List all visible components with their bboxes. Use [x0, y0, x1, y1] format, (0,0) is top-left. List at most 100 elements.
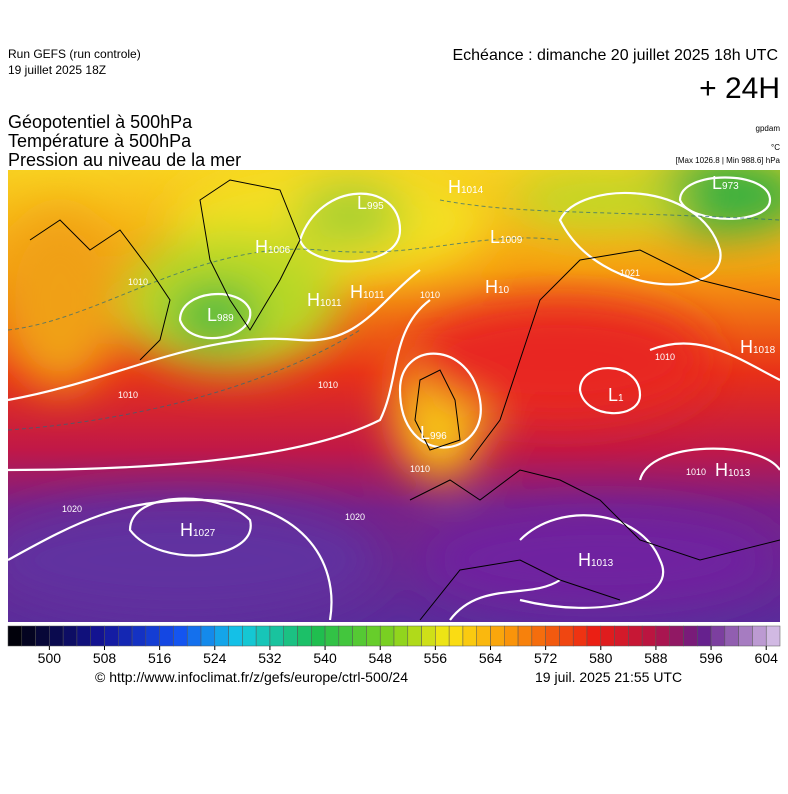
pressure-center: H10	[485, 277, 510, 297]
center-value: 1013	[728, 468, 751, 479]
colorbar-swatch	[655, 625, 670, 647]
center-letter: H	[350, 282, 363, 302]
colorbar-swatch	[710, 625, 726, 647]
center-letter: L	[420, 423, 430, 443]
center-value: 995	[367, 201, 384, 212]
colorbar-swatch	[21, 625, 36, 647]
center-value: 973	[722, 181, 739, 192]
colorbar-swatch	[504, 625, 519, 647]
colorbar-swatch	[242, 625, 257, 647]
run-name: Run GEFS (run controle)	[8, 47, 141, 61]
colorbar-swatch	[186, 625, 202, 647]
colorbar-swatch	[35, 625, 50, 647]
colorbar-swatch	[641, 625, 657, 647]
isobar-label: 1010	[318, 380, 338, 390]
center-letter: H	[715, 460, 728, 480]
pressure-center: H1013	[715, 460, 751, 480]
colorbar-swatch	[283, 625, 298, 647]
center-value: 10	[498, 285, 510, 296]
center-value: 1	[618, 393, 624, 404]
lead-time: + 24H	[699, 72, 780, 105]
map-field	[8, 170, 780, 622]
colorbar-swatch	[393, 625, 409, 647]
colorbar-swatch	[559, 625, 574, 647]
colorbar-tick-label: 532	[258, 650, 282, 666]
colorbar-tick-label: 572	[534, 650, 558, 666]
center-value: 989	[217, 313, 234, 324]
colorbar-swatch	[490, 625, 505, 647]
colorbar-swatch	[338, 625, 353, 647]
colorbar-swatch	[517, 625, 533, 647]
colorbar-swatch	[697, 625, 712, 647]
center-letter: H	[740, 337, 753, 357]
pressure-center: H1011	[350, 282, 385, 302]
colorbar-swatch	[159, 625, 174, 647]
isobars	[8, 176, 780, 621]
colorbar-swatch	[131, 625, 147, 647]
center-value: 1009	[500, 235, 523, 246]
pressure-center: H1014	[448, 177, 484, 197]
colorbar-swatch	[76, 625, 91, 647]
center-value: 996	[430, 431, 447, 442]
colorbar-swatch	[324, 625, 340, 647]
center-letter: L	[207, 305, 217, 325]
colorbar-tick-label: 588	[644, 650, 668, 666]
center-value: 1011	[320, 298, 342, 309]
colorbar-swatch	[614, 625, 629, 647]
isobar-label: 1010	[128, 277, 148, 287]
isobar-label: 1010	[118, 390, 138, 400]
pressure-center: H1006	[255, 237, 291, 257]
colorbar-swatch	[545, 625, 560, 647]
colorbar-tick-label: 540	[313, 650, 337, 666]
center-letter: H	[255, 237, 268, 257]
center-letter: L	[490, 227, 500, 247]
colorbar-swatch	[173, 625, 188, 647]
center-letter: L	[712, 173, 722, 193]
colorbar-swatch	[435, 625, 450, 647]
center-letter: H	[448, 177, 461, 197]
generated-time: 19 juil. 2025 21:55 UTC	[535, 669, 682, 685]
echeance: Echéance : dimanche 20 juillet 2025 18h …	[452, 47, 778, 64]
colorbar-swatch	[669, 625, 684, 647]
colorbar-swatch	[366, 625, 381, 647]
pressure-center: L996	[420, 423, 447, 443]
colorbar-swatch	[765, 625, 781, 647]
isobar-label: 1020	[345, 512, 365, 522]
colorbar-swatch	[214, 625, 229, 647]
colorbar-swatch	[7, 625, 23, 647]
colorbar-swatch	[476, 625, 491, 647]
pressure-center: L989	[207, 305, 234, 325]
center-value: 1013	[591, 558, 614, 569]
colorbar-swatch	[752, 625, 767, 647]
center-value: 1027	[193, 528, 216, 539]
colorbar-swatch	[586, 625, 602, 647]
pressure-center: L1009	[490, 227, 523, 247]
isobar-label: 1010	[420, 290, 440, 300]
isobar-label: 1010	[655, 352, 675, 362]
colorbar-swatch	[683, 625, 698, 647]
title-pressure: Pression au niveau de la mer	[8, 150, 241, 170]
colorbar: 500 508 516 524 532 540 548 556 564 572 580 588 596 6…	[7, 625, 781, 666]
center-value: 1014	[461, 185, 484, 196]
title-temperature: Température à 500hPa	[8, 131, 192, 151]
title-geopotential: Géopotentiel à 500hPa	[8, 112, 193, 132]
colorbar-swatch	[311, 625, 326, 647]
center-value: 1018	[753, 345, 776, 356]
center-letter: H	[180, 520, 193, 540]
pressure-center: L1	[608, 385, 624, 405]
run-date: 19 juillet 2025 18Z	[8, 63, 106, 77]
colorbar-swatch	[200, 625, 216, 647]
colorbar-swatch	[462, 625, 477, 647]
colorbar-tick-label: 596	[699, 650, 723, 666]
colorbar-swatch	[531, 625, 546, 647]
pressure-center: H1018	[740, 337, 776, 357]
center-value: 1011	[363, 290, 385, 301]
colorbar-swatch	[572, 625, 588, 647]
pressure-center: H1027	[180, 520, 216, 540]
center-letter: H	[578, 550, 591, 570]
colorbar-tick-label: 556	[424, 650, 448, 666]
pressure-center: H1011	[307, 290, 342, 310]
center-letter: H	[485, 277, 498, 297]
